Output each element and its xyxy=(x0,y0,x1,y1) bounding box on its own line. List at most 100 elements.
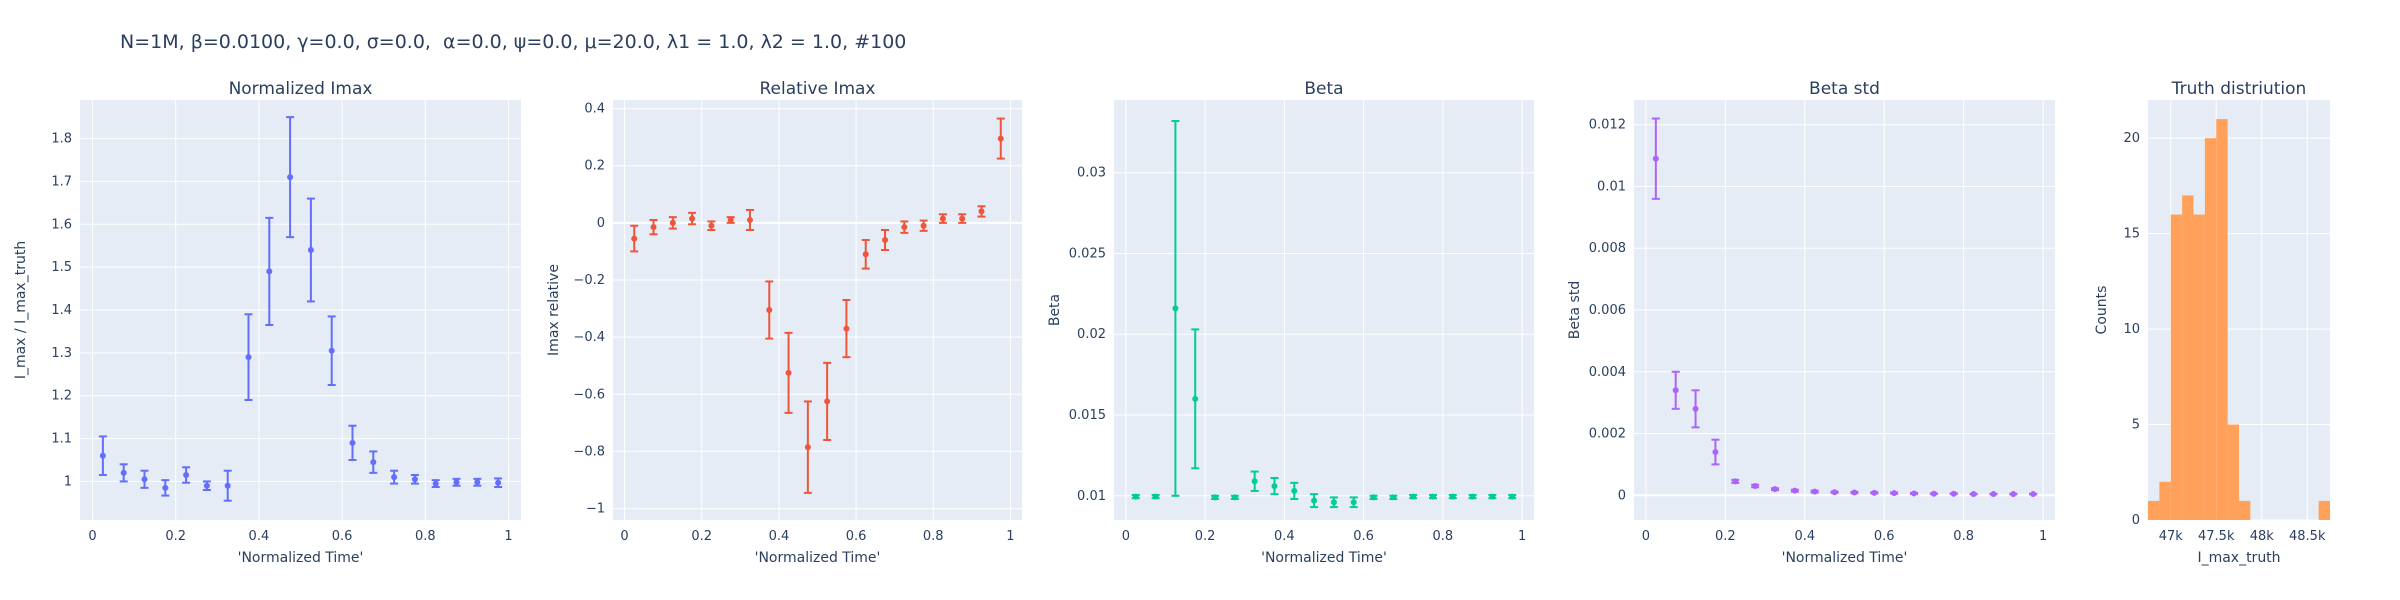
x-axis-label: 'Normalized Time' xyxy=(238,550,364,566)
y-tick-label: 1.2 xyxy=(51,389,72,404)
data-point xyxy=(1652,155,1659,162)
y-tick-label: 0.4 xyxy=(584,102,605,117)
histogram-bar xyxy=(2182,195,2194,521)
x-tick-label: 0.2 xyxy=(1715,529,1736,544)
data-point xyxy=(411,476,418,483)
x-tick-label: 0.6 xyxy=(332,529,353,544)
y-tick-label: 1.5 xyxy=(51,260,72,275)
data-point xyxy=(120,469,127,476)
y-tick-label: 1.8 xyxy=(51,132,72,147)
y-tick-label: 5 xyxy=(2132,418,2140,433)
data-point xyxy=(328,347,335,354)
data-point xyxy=(1212,494,1219,501)
x-tick-label: 0.2 xyxy=(1195,529,1216,544)
data-point xyxy=(1990,491,1997,498)
x-tick-label: 48.5k xyxy=(2289,529,2326,544)
data-point xyxy=(1231,494,1238,501)
y-tick-label: 0.03 xyxy=(1077,166,1106,181)
data-point xyxy=(1672,387,1679,394)
data-point xyxy=(1771,486,1778,493)
x-tick-label: 0.8 xyxy=(1433,529,1454,544)
x-tick-label: 0 xyxy=(620,529,628,544)
data-point xyxy=(978,208,985,215)
x-axis-label: 'Normalized Time' xyxy=(1261,550,1387,566)
subplot-title: Beta std xyxy=(1809,79,1880,99)
x-tick-label: 0.6 xyxy=(1353,529,1374,544)
data-point xyxy=(349,439,356,446)
y-tick-label: 0.002 xyxy=(1589,427,1626,442)
y-axis-label: Counts xyxy=(2094,286,2110,335)
histogram-bar xyxy=(2159,481,2171,520)
histogram-bar xyxy=(2148,500,2160,520)
x-axis-label: 'Normalized Time' xyxy=(1782,550,1908,566)
data-point xyxy=(746,217,753,223)
y-tick-label: 0.01 xyxy=(1597,179,1626,194)
subplot-4: 0 0.2 0.4 0.6 0.8 1 0 0.002 0.004 0.006 0.008 0.01 0… xyxy=(1567,79,2055,566)
y-tick-label: 10 xyxy=(2123,322,2140,337)
y-tick-label: −0.8 xyxy=(573,444,605,459)
data-point xyxy=(862,251,869,258)
x-tick-label: 0.8 xyxy=(415,529,436,544)
histogram-bar xyxy=(2227,424,2239,520)
data-point xyxy=(1831,489,1838,496)
y-tick-label: 0 xyxy=(1618,488,1626,503)
data-point xyxy=(1350,499,1357,506)
data-point xyxy=(1192,395,1199,402)
data-point xyxy=(1752,483,1759,490)
data-point xyxy=(1251,478,1258,485)
data-point xyxy=(959,215,966,222)
data-point xyxy=(391,474,398,481)
y-tick-label: 0.2 xyxy=(584,159,605,174)
y-tick-label: 0.01 xyxy=(1077,489,1106,504)
data-point xyxy=(307,247,314,253)
data-point xyxy=(882,237,889,243)
histogram-bar xyxy=(2216,119,2228,520)
histogram-bar xyxy=(2239,500,2251,520)
data-point xyxy=(224,482,231,489)
x-tick-label: 1 xyxy=(504,529,512,544)
subplot-5: 47k 47.5k 48k 48.5k 0 5 10 15 20 Truth distriutio… xyxy=(2094,79,2330,566)
data-point xyxy=(2010,491,2017,498)
data-point xyxy=(824,398,831,405)
data-point xyxy=(1330,499,1337,506)
data-point xyxy=(1732,478,1739,485)
data-point xyxy=(901,224,908,231)
data-point xyxy=(669,219,676,226)
y-tick-label: 1.7 xyxy=(51,174,72,189)
y-tick-label: 0.02 xyxy=(1077,327,1106,342)
data-point xyxy=(1429,493,1436,500)
subplot-title: Truth distriution xyxy=(2171,79,2307,99)
y-tick-label: −0.4 xyxy=(573,330,605,345)
y-tick-label: 1.3 xyxy=(51,346,72,361)
histogram-bar xyxy=(2170,214,2183,520)
y-tick-label: 1.4 xyxy=(51,303,72,318)
data-point xyxy=(1970,491,1977,498)
data-point xyxy=(141,476,148,483)
y-tick-label: 1 xyxy=(64,474,72,489)
subplot-1: 0 0.2 0.4 0.6 0.8 1 1 1.1 1.2 1.3 1.4 1.5 1.6 1.7 1.8 N… xyxy=(13,79,521,566)
data-point xyxy=(1410,493,1417,500)
data-point xyxy=(203,482,210,489)
y-tick-label: 1.6 xyxy=(51,217,72,232)
y-tick-label: 0.012 xyxy=(1589,118,1626,133)
data-point xyxy=(708,222,715,229)
y-tick-label: 0.004 xyxy=(1589,365,1626,380)
x-tick-label: 0.2 xyxy=(165,529,186,544)
data-point xyxy=(162,484,169,491)
data-point xyxy=(370,459,377,466)
data-point xyxy=(1152,493,1159,500)
data-point xyxy=(287,174,294,181)
data-point xyxy=(939,215,946,222)
data-point xyxy=(727,217,734,223)
data-point xyxy=(245,354,252,361)
data-point xyxy=(183,472,190,478)
y-axis-label: I_max / I_max_truth xyxy=(13,241,29,379)
subplot-title: Normalized Imax xyxy=(229,79,373,99)
y-tick-label: 15 xyxy=(2123,227,2140,242)
x-tick-label: 47k xyxy=(2159,529,2184,544)
data-point xyxy=(1509,493,1516,500)
data-point xyxy=(474,479,481,486)
figure-title: N=1M, β=0.0100, γ=0.0, σ=0.0, α=0.0, ψ=0… xyxy=(120,31,907,53)
data-point xyxy=(1911,490,1918,497)
data-point xyxy=(1132,493,1139,500)
